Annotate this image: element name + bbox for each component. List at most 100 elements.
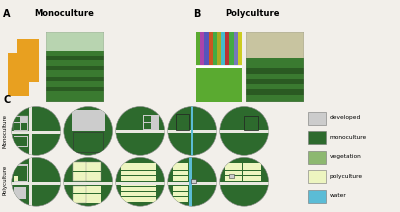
Bar [11, 131, 61, 134]
Bar [115, 130, 165, 133]
Bar [121, 191, 156, 192]
Bar [121, 186, 156, 187]
Bar [121, 185, 156, 202]
Bar [225, 163, 261, 181]
Bar [143, 115, 159, 130]
Bar [74, 133, 102, 151]
Bar [73, 132, 103, 152]
Text: monoculture: monoculture [330, 135, 367, 140]
Bar [246, 68, 304, 74]
Bar [144, 116, 151, 122]
Bar [73, 193, 101, 194]
Circle shape [12, 157, 61, 206]
Bar [14, 164, 28, 182]
Bar [46, 51, 104, 102]
Bar [221, 32, 225, 65]
Bar [246, 79, 304, 84]
Bar [200, 32, 204, 65]
Bar [46, 66, 104, 70]
Bar [219, 130, 269, 133]
Bar [308, 170, 326, 183]
Bar [242, 163, 243, 181]
Bar [214, 68, 242, 102]
Circle shape [12, 106, 61, 155]
Circle shape [64, 157, 113, 206]
Circle shape [168, 106, 217, 155]
Text: C: C [3, 95, 10, 105]
Bar [46, 56, 104, 60]
Bar [234, 32, 238, 65]
Bar [121, 163, 156, 181]
Bar [196, 68, 214, 102]
Text: Monoculture: Monoculture [34, 9, 94, 18]
Bar [192, 182, 217, 185]
Bar [115, 182, 165, 185]
Circle shape [64, 106, 113, 155]
Text: B: B [193, 9, 200, 19]
Bar [189, 157, 192, 207]
Bar [308, 151, 326, 163]
Bar [121, 170, 156, 171]
Bar [238, 32, 242, 65]
Circle shape [116, 157, 165, 206]
Bar [73, 162, 101, 181]
Bar [196, 66, 242, 68]
Bar [246, 58, 304, 102]
Bar [225, 175, 261, 176]
Bar [204, 32, 208, 65]
Bar [173, 191, 188, 192]
Bar [308, 112, 326, 124]
Bar [14, 117, 20, 123]
Bar [73, 112, 103, 130]
Bar [73, 171, 101, 172]
Bar [144, 123, 151, 129]
Bar [225, 32, 230, 65]
Bar [73, 162, 101, 181]
Bar [173, 170, 188, 171]
Bar [73, 162, 86, 181]
Circle shape [116, 106, 165, 155]
Bar [72, 110, 105, 131]
Bar [208, 32, 213, 65]
Text: Polyculture: Polyculture [3, 165, 8, 195]
Circle shape [168, 157, 217, 206]
Bar [14, 166, 27, 181]
Bar [14, 123, 20, 130]
Bar [121, 175, 156, 176]
Bar [14, 176, 18, 181]
Bar [63, 182, 113, 185]
Circle shape [220, 106, 269, 155]
Bar [11, 182, 61, 185]
Bar [229, 174, 234, 178]
Bar [230, 32, 234, 65]
Bar [73, 186, 101, 203]
Text: vegetation: vegetation [330, 154, 362, 159]
Bar [213, 32, 217, 65]
Bar [17, 39, 39, 82]
Bar [46, 32, 104, 51]
Bar [167, 182, 190, 185]
Bar [167, 130, 191, 133]
Bar [246, 89, 304, 95]
Bar [121, 196, 156, 197]
Bar [29, 106, 32, 156]
Bar [14, 116, 28, 131]
Bar [8, 53, 30, 96]
Bar [191, 179, 196, 183]
Bar [29, 157, 32, 207]
Bar [14, 136, 28, 147]
Circle shape [220, 157, 269, 206]
Bar [14, 137, 27, 146]
Bar [176, 114, 189, 130]
Bar [308, 131, 326, 144]
Text: Monoculture: Monoculture [3, 114, 8, 148]
Bar [246, 32, 304, 58]
Bar [177, 115, 188, 129]
Bar [14, 116, 28, 131]
Text: Polyculture: Polyculture [225, 9, 279, 18]
Bar [14, 187, 26, 199]
Text: A: A [3, 9, 11, 19]
Bar [217, 32, 221, 65]
Bar [191, 106, 193, 156]
Bar [193, 130, 217, 133]
